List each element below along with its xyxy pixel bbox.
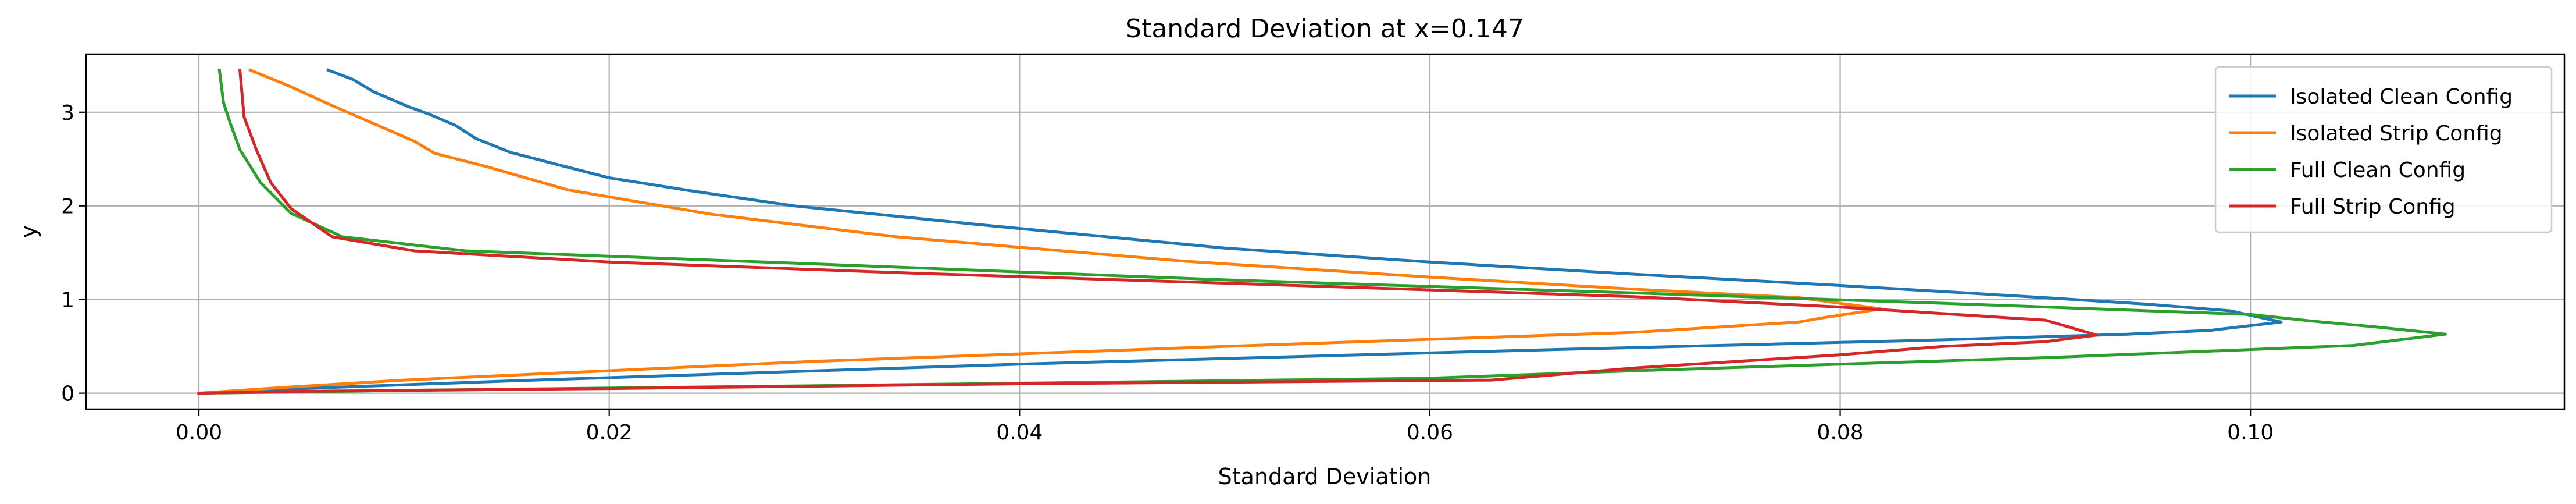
series-lines — [197, 68, 2447, 395]
y-tick-label: 0 — [61, 382, 74, 406]
chart-title: Standard Deviation at x=0.147 — [1125, 14, 1524, 44]
x-tick-label: 0.10 — [2227, 421, 2274, 445]
y-tick-label: 2 — [61, 195, 74, 219]
series-line-4 — [197, 68, 2099, 395]
x-tick-label: 0.04 — [996, 421, 1043, 445]
x-axis-ticks: 0.00 0.02 0.04 0.06 0.08 0.10 — [176, 409, 2274, 445]
grid-lines — [86, 54, 2564, 409]
y-axis-label: y — [16, 225, 41, 239]
series-line-1 — [197, 68, 2283, 395]
legend: Isolated Clean Config Isolated Strip Conf… — [2214, 66, 2553, 233]
y-tick-label: 1 — [61, 289, 74, 313]
x-tick-label: 0.02 — [586, 421, 633, 445]
y-tick-label: 3 — [61, 101, 74, 125]
y-axis-ticks: 0 1 2 3 — [61, 101, 86, 406]
legend-box — [2214, 66, 2553, 233]
legend-label: Full Strip Config — [2290, 195, 2456, 219]
x-tick-label: 0.06 — [1407, 421, 1453, 445]
legend-label: Full Clean Config — [2290, 158, 2466, 182]
plot-frame — [85, 53, 2566, 410]
x-tick-label: 0.08 — [1817, 421, 1863, 445]
x-tick-label: 0.00 — [176, 421, 222, 445]
legend-label: Isolated Clean Config — [2290, 85, 2513, 109]
series-line-2 — [197, 68, 1883, 395]
legend-label: Isolated Strip Config — [2290, 122, 2503, 145]
x-axis-label: Standard Deviation — [1218, 464, 1432, 489]
